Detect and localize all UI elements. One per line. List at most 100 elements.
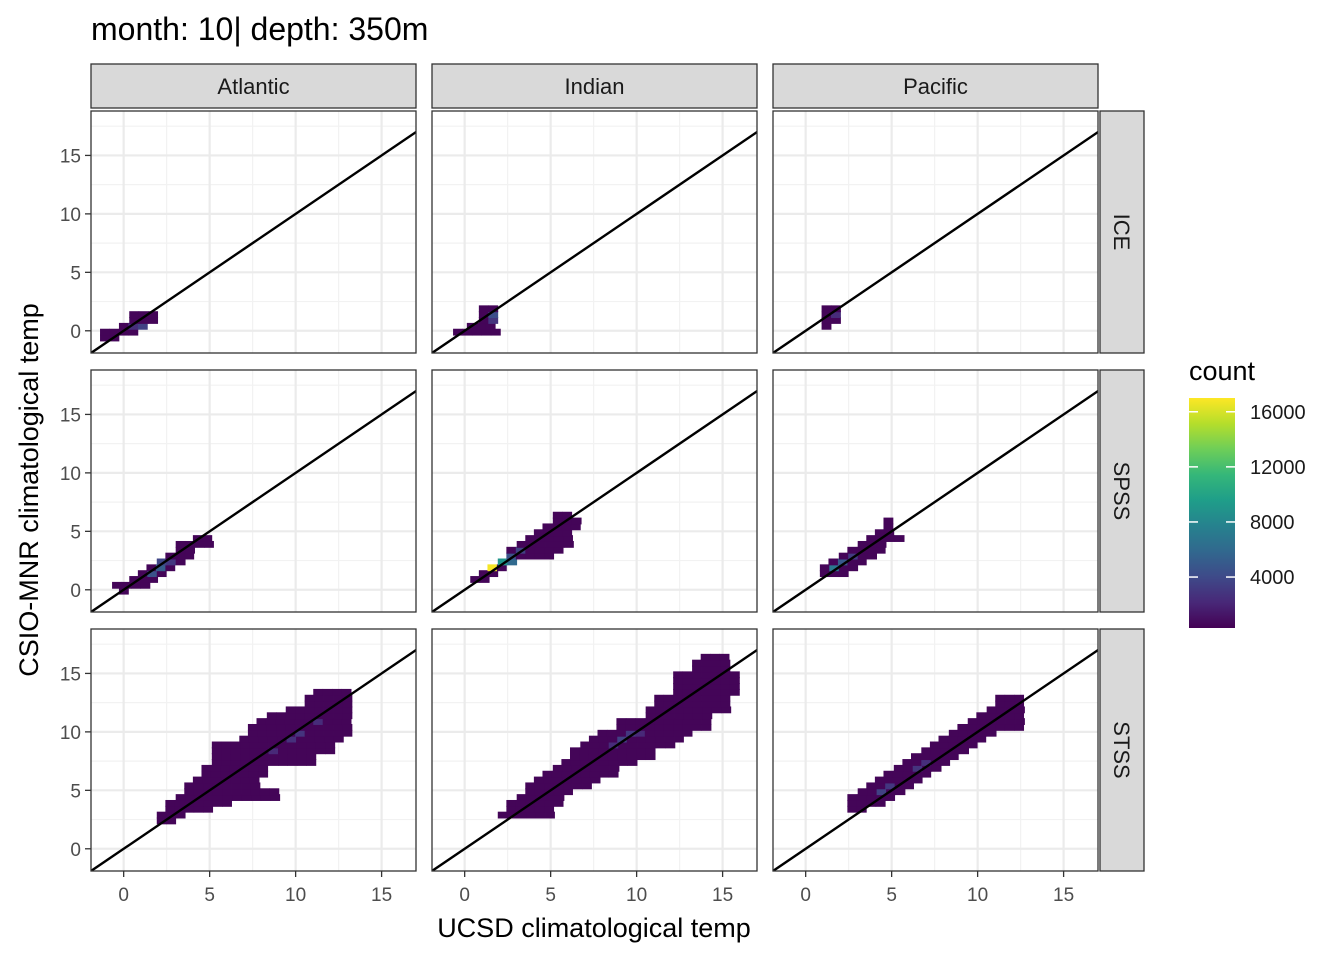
heatmap-tile <box>221 753 232 761</box>
heatmap-tile <box>332 718 343 725</box>
heatmap-tile <box>599 741 610 749</box>
heatmap-tile <box>166 558 177 566</box>
heatmap-tile <box>663 700 674 708</box>
panel-border <box>431 369 758 613</box>
heatmap-tile <box>488 311 499 319</box>
heatmap-tile <box>847 546 858 554</box>
heatmap-tile <box>958 729 969 737</box>
heatmap-tile <box>478 305 489 313</box>
heatmap-tile <box>719 653 730 661</box>
heatmap-tile <box>655 741 666 749</box>
heatmap-tile <box>295 729 306 737</box>
heatmap-tile <box>885 794 896 801</box>
heatmap-tile <box>222 788 232 796</box>
heatmap-tile <box>259 788 270 796</box>
heatmap-tile <box>674 706 684 714</box>
heatmap-tile <box>506 805 517 813</box>
heatmap-tile <box>663 718 674 725</box>
heatmap-tile <box>333 723 343 731</box>
heatmap-tile <box>184 805 195 813</box>
heatmap-tile <box>515 799 526 807</box>
heatmap-tile <box>637 741 647 749</box>
heatmap-tile <box>462 328 473 336</box>
heatmap-tile <box>221 741 232 749</box>
heatmap-tile <box>616 729 627 737</box>
heatmap-tile <box>304 729 315 737</box>
heatmap-tile <box>848 564 859 572</box>
heatmap-tile <box>552 511 563 519</box>
heatmap-tile <box>673 677 684 685</box>
heatmap-tile <box>692 665 702 673</box>
strip-indian: Indian <box>431 63 758 109</box>
heatmap-tile <box>598 735 609 743</box>
heatmap-tile <box>626 753 637 761</box>
heatmap-tile <box>481 328 492 336</box>
facet-panels: 0 5 10 15 0 5 10 15 0 5 10 15 0 5 10 15 0 5 10 15 0 5 10 15 Atla… <box>60 63 1145 906</box>
heatmap-tile <box>240 776 251 784</box>
heatmap-tile <box>544 805 555 813</box>
y-tick-label: 10 <box>60 205 81 226</box>
heatmap-tile <box>912 764 923 772</box>
heatmap-tile <box>194 540 205 548</box>
heatmap-tile <box>257 723 268 731</box>
heatmap-tile <box>654 729 665 737</box>
heatmap-tile <box>582 782 592 790</box>
heatmap-tile <box>922 764 933 772</box>
heatmap-tile <box>867 552 878 560</box>
heatmap-tile <box>930 759 941 766</box>
grid-lines <box>773 370 1098 612</box>
heatmap-tile <box>644 729 655 737</box>
heatmap-tile <box>156 570 167 578</box>
heatmap-tile <box>534 546 545 554</box>
heatmap-tile <box>314 700 324 708</box>
heatmap-tile <box>193 805 204 813</box>
heatmap-tile <box>884 776 895 784</box>
heatmap-tile <box>692 706 703 714</box>
heatmap-tile <box>561 770 572 778</box>
heatmap-tile <box>618 741 629 749</box>
heatmap-tile <box>545 811 555 819</box>
heatmap-tile <box>627 741 638 749</box>
heatmap-tile <box>682 677 693 685</box>
heatmap-tile <box>533 776 544 784</box>
heatmap-tile <box>995 700 1006 708</box>
heatmap-tile <box>544 535 555 542</box>
heatmap-tile <box>268 741 279 749</box>
heatmap-tile <box>683 706 694 714</box>
panel-pacific-spss <box>772 369 1099 613</box>
heatmap-tile <box>342 694 353 702</box>
heatmap-tile <box>220 764 231 772</box>
heatmap-tile <box>663 694 674 702</box>
heatmap-tile <box>894 535 905 542</box>
heatmap-tile <box>636 747 647 755</box>
heatmap-tile <box>544 552 555 560</box>
heatmap-tile <box>284 718 295 725</box>
heatmap-tile <box>248 764 259 772</box>
heatmap-tile <box>275 718 286 725</box>
heatmap-tile <box>333 729 343 737</box>
heatmap-tiles <box>100 311 159 342</box>
heatmap-tile <box>847 794 858 801</box>
heatmap-tile <box>701 718 712 725</box>
strip-background <box>772 63 1099 109</box>
heatmap-tile <box>184 552 195 560</box>
heatmap-tile <box>883 517 894 525</box>
heatmap-tile <box>589 741 600 749</box>
heatmap-tile <box>720 677 731 685</box>
heatmap-tile <box>220 770 231 778</box>
heatmap-tile <box>248 735 259 743</box>
heatmap-tile <box>526 811 537 819</box>
panel-pacific-stss: 0 5 10 15 <box>772 628 1099 906</box>
heatmap-tile <box>996 706 1006 714</box>
heatmap-tile <box>948 729 959 737</box>
heatmap-tile <box>673 729 684 737</box>
heatmap-tile <box>453 328 463 336</box>
heatmap-tile <box>966 735 977 743</box>
panel-border <box>772 369 1099 613</box>
heatmap-tile <box>287 759 298 766</box>
chart-title: month: 10| depth: 350m <box>91 11 428 47</box>
heatmap-tiles <box>497 653 740 819</box>
heatmap-tile <box>138 576 149 583</box>
heatmap-tile <box>203 805 214 813</box>
